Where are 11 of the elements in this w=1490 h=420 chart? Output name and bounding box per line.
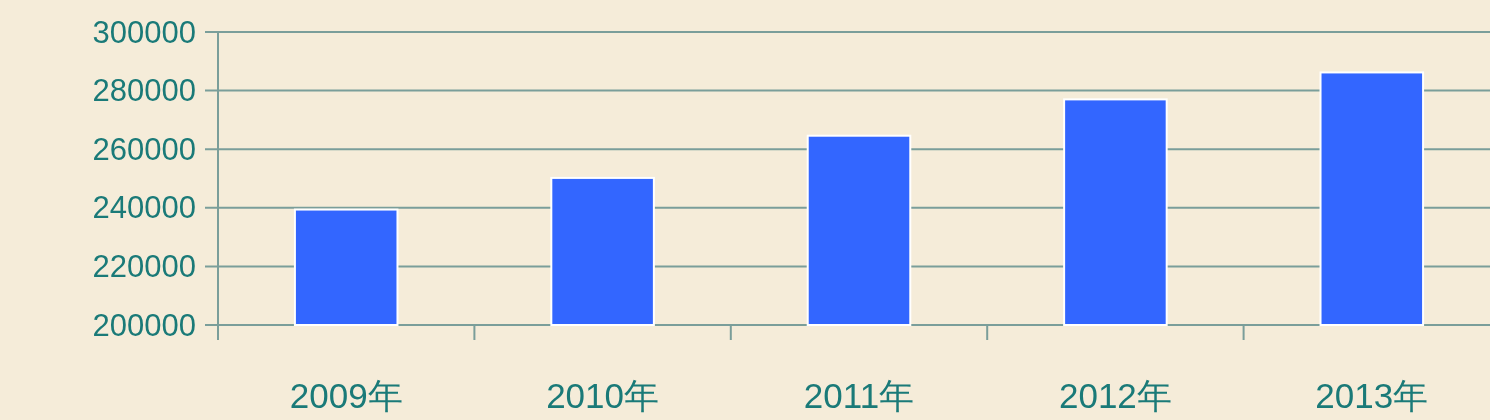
y-tick-label: 260000 (92, 131, 196, 167)
y-tick-label: 280000 (92, 73, 196, 109)
y-tick-label: 220000 (92, 248, 196, 284)
y-tick-label: 200000 (92, 307, 196, 343)
y-tick-label: 300000 (92, 14, 196, 50)
x-tick-label: 2012年 (1058, 375, 1172, 415)
y-tick-label: 240000 (92, 190, 196, 226)
x-tick-label: 2013年 (1315, 375, 1429, 415)
x-tick-label: 2011年 (803, 375, 915, 415)
x-tick-label: 2009年 (289, 375, 403, 415)
x-tick-label: 2010年 (546, 375, 660, 415)
